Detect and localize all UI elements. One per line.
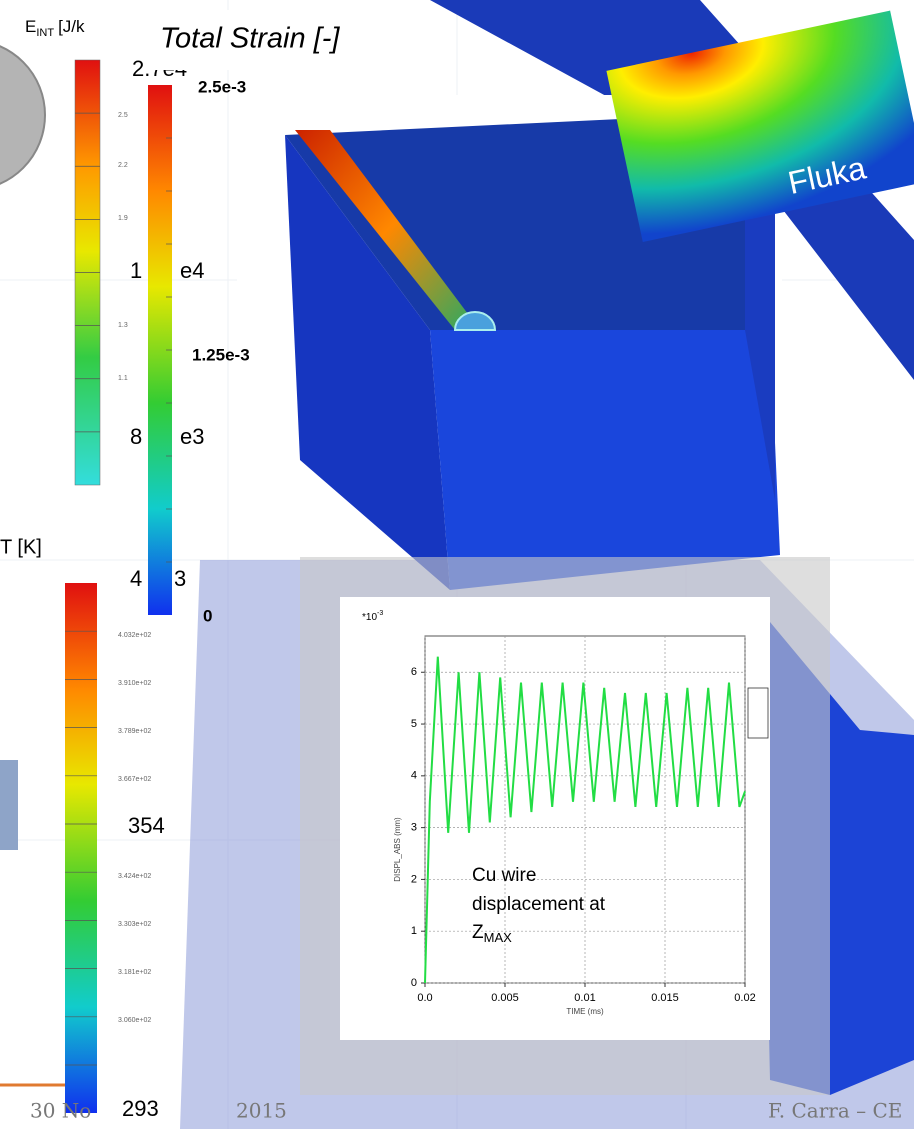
temperature-value: 354	[128, 813, 165, 838]
annotation: Cu wire	[472, 865, 536, 886]
legend-box	[748, 688, 768, 738]
annotation-sub: MAX	[484, 930, 513, 945]
x-tick-label: 0.01	[574, 992, 595, 1004]
temperature-tick-label: 3.060e+02	[118, 1017, 151, 1024]
eint-value: e3	[180, 424, 204, 449]
eint-label-sub: INT	[36, 27, 54, 39]
temperature-value: 293	[122, 1096, 159, 1121]
temperature-tick-label: 3.667e+02	[118, 776, 151, 783]
annotation-main: Z	[472, 922, 484, 943]
multiplier-base: *10	[362, 612, 377, 623]
eint-label-main: E	[25, 17, 36, 36]
x-tick-label: 0.005	[491, 992, 519, 1004]
footer-date: 30 No	[30, 1099, 91, 1123]
temperature-tick-label: 4.032e+02	[118, 632, 151, 639]
strain-title: Total Strain [-]	[160, 23, 340, 55]
annotation: displacement at	[472, 894, 606, 915]
y-tick-label: 4	[411, 770, 417, 782]
eint-tick-label: 2.2	[118, 162, 128, 169]
slide: Fluka EINT[J/k 2.7e4 Total Strain [-] 2.…	[0, 0, 914, 1129]
eint-value: 8	[130, 424, 142, 449]
y-tick-label: 6	[411, 666, 417, 678]
grey-circle	[0, 40, 45, 190]
eint-tick-label: 2.5	[118, 112, 128, 119]
y-tick-label: 3	[411, 822, 417, 834]
strain-value: 0	[203, 606, 212, 625]
eint-value: 1	[130, 258, 142, 283]
strain-value: 1.25e-3	[192, 345, 250, 364]
footer-author: F. Carra – CE	[768, 1099, 902, 1123]
y-tick-label: 5	[411, 718, 417, 730]
eint-value: 3	[174, 566, 186, 591]
x-axis-label: TIME (ms)	[566, 1007, 604, 1016]
y-tick-label: 1	[411, 925, 417, 937]
y-axis-label: DISPL_ABS (mm)	[393, 817, 402, 882]
x-tick-label: 0.015	[651, 992, 679, 1004]
temperature-tick-label: 3.789e+02	[118, 728, 151, 735]
temperature-label: T [K]	[0, 536, 42, 558]
left-panel	[0, 760, 18, 850]
strain-value: 2.5e-3	[198, 77, 246, 96]
y-tick-label: 2	[411, 873, 417, 885]
eint-value: 4	[130, 566, 142, 591]
multiplier-exponent: -3	[377, 610, 383, 617]
slide-canvas: Fluka EINT[J/k 2.7e4 Total Strain [-] 2.…	[0, 0, 914, 1129]
eint-tick-label: 1.1	[118, 375, 128, 382]
y-tick-label: 0	[411, 977, 417, 989]
temperature-colorbar	[65, 583, 97, 1113]
eint-label: EINT [J/k	[25, 17, 85, 38]
x-tick-label: 0.02	[734, 992, 755, 1004]
eint-tick-label: 1.3	[118, 322, 128, 329]
temperature-tick-label: 3.303e+02	[118, 921, 151, 928]
temperature-tick-label: 3.181e+02	[118, 969, 151, 976]
temperature-tick-label: 3.910e+02	[118, 680, 151, 687]
eint-value: e4	[180, 258, 204, 283]
temperature-tick-label: 3.424e+02	[118, 873, 151, 880]
x-tick-label: 0.0	[417, 992, 432, 1004]
eint-tick-label: 1.9	[118, 215, 128, 222]
footer-date: 2015	[236, 1099, 287, 1123]
eint-label-unit: [J/k	[58, 17, 85, 36]
